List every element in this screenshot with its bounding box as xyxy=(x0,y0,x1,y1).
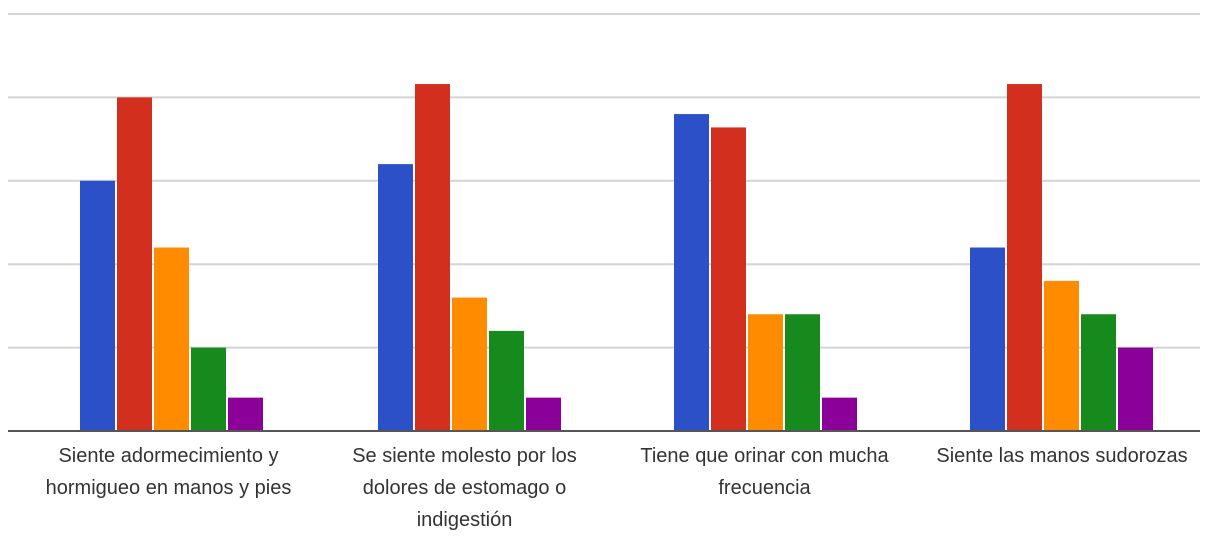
bar-category-3-series-5 xyxy=(822,397,857,431)
bar-category-3-series-2 xyxy=(711,127,746,431)
bar-category-3-series-3 xyxy=(748,314,783,431)
bar-category-1-series-4 xyxy=(191,347,226,431)
bar-category-3-series-4 xyxy=(785,314,820,431)
category-label-line: Siente adormecimiento y xyxy=(58,445,278,467)
bar-category-4-series-2 xyxy=(1007,84,1042,431)
category-label-line: frecuencia xyxy=(718,477,811,499)
bar-category-1-series-2 xyxy=(117,97,152,432)
bars xyxy=(80,84,1153,432)
category-label-line: dolores de estomago o xyxy=(363,477,566,499)
bar-category-1-series-5 xyxy=(228,397,263,431)
category-label-line: Tiene que orinar con mucha xyxy=(640,445,889,467)
category-label-line: Siente las manos sudorozas xyxy=(936,445,1187,467)
category-label-2: Se siente molesto por los dolores de esto… xyxy=(352,445,577,531)
category-label-line: hormigueo en manos y pies xyxy=(46,477,292,499)
bar-category-2-series-1 xyxy=(378,164,413,431)
bar-category-4-series-3 xyxy=(1044,280,1079,431)
bar-category-4-series-4 xyxy=(1081,314,1116,431)
category-label-line: Se siente molesto por los xyxy=(352,445,577,467)
bar-category-4-series-5 xyxy=(1118,347,1153,431)
bar-category-1-series-3 xyxy=(154,247,189,431)
category-label-3: Tiene que orinar con mucha frecuencia xyxy=(640,445,889,499)
bar-category-2-series-3 xyxy=(452,297,487,431)
bar-category-1-series-1 xyxy=(80,180,115,431)
category-label-line: indigestión xyxy=(417,509,513,531)
category-label-1: Siente adormecimiento y hormigueo en mano… xyxy=(46,445,292,499)
bar-category-2-series-5 xyxy=(526,397,561,431)
bar-category-2-series-4 xyxy=(489,330,524,431)
bar-category-3-series-1 xyxy=(674,114,709,431)
bar-category-4-series-1 xyxy=(970,247,1005,431)
category-label-4: Siente las manos sudorozas xyxy=(936,445,1187,467)
bar-category-2-series-2 xyxy=(415,84,450,431)
category-labels: Siente adormecimiento y hormigueo en mano… xyxy=(46,445,1188,531)
